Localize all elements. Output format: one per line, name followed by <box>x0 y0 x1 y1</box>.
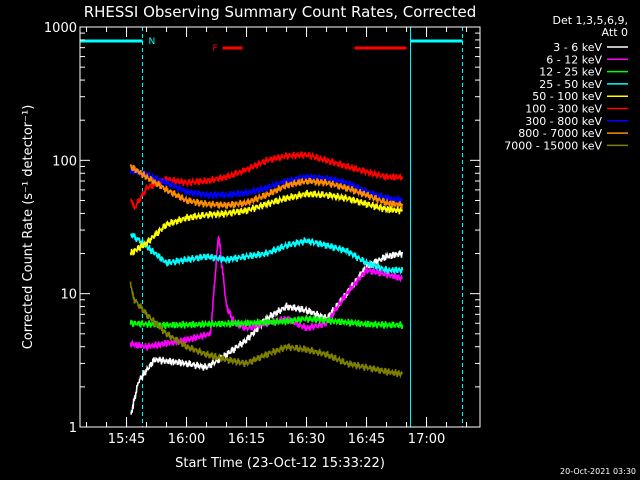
legend-label-7: 800 - 7000 keV <box>518 127 602 140</box>
legend-label-0: 3 - 6 keV <box>553 41 602 54</box>
detector-info-0: Det 1,3,5,6,9, <box>552 14 628 27</box>
plot-frame <box>79 26 481 428</box>
legend-label-6: 300 - 800 keV <box>525 115 602 128</box>
y-axis-label: Corrected Count Rate (s⁻¹ detector⁻¹) <box>21 105 36 350</box>
series-line-4 <box>129 189 403 256</box>
series-line-2 <box>129 314 404 330</box>
series-line-1 <box>129 235 404 351</box>
legend-label-1: 6 - 12 keV <box>546 53 602 66</box>
legend-label-4: 50 - 100 keV <box>532 90 602 103</box>
series-line-3 <box>129 232 404 276</box>
y-tick-label-1: 10 <box>60 288 77 303</box>
plot-area: NF <box>79 27 464 427</box>
series-line-7 <box>129 164 404 210</box>
series-line-5 <box>129 151 404 211</box>
flare-label: F <box>213 44 218 54</box>
x-tick-label-1: 16:00 <box>168 432 205 447</box>
legend-label-2: 12 - 25 keV <box>539 66 602 79</box>
legend-label-5: 100 - 300 keV <box>525 103 602 116</box>
axis-ticks: 15:45 16:00 16:15 16:30 16:45 17:00 1 10 100 1000 <box>44 21 480 447</box>
y-tick-label-2: 100 <box>52 154 77 169</box>
x-tick-label-0: 15:45 <box>108 432 145 447</box>
series-line-8 <box>129 281 404 379</box>
x-tick-label-3: 16:30 <box>288 432 325 447</box>
y-tick-label-0: 1 <box>69 421 77 436</box>
night-label: N <box>149 37 156 47</box>
x-tick-label-4: 16:45 <box>348 432 385 447</box>
footer-timestamp: 20-Oct-2021 03:30 <box>560 467 636 476</box>
detector-info-1: Att 0 <box>602 26 628 39</box>
y-tick-label-3: 1000 <box>44 21 77 36</box>
legend-label-3: 25 - 50 keV <box>539 78 602 91</box>
x-axis-label: Start Time (23-Oct-12 15:33:22) <box>175 456 385 471</box>
legend-label-8: 7000 - 15000 keV <box>504 139 602 152</box>
x-tick-label-2: 16:15 <box>228 432 265 447</box>
chart-title: RHESSI Observing Summary Count Rates, Co… <box>84 3 477 21</box>
x-tick-label-5: 17:00 <box>408 432 445 447</box>
